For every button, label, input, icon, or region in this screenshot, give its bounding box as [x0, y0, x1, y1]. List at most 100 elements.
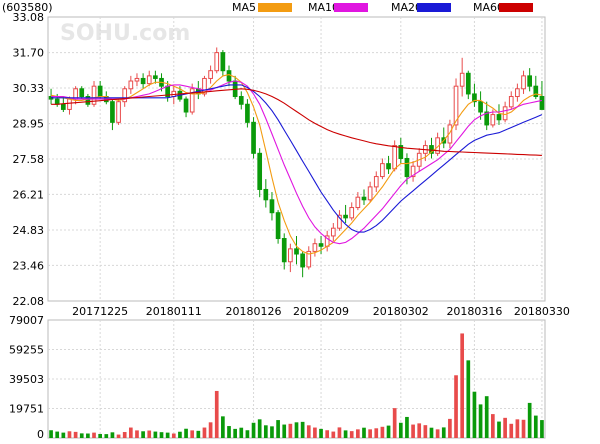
- candle: [312, 238, 318, 257]
- candle-body: [257, 152, 263, 190]
- date-tick-label: 20180126: [226, 305, 282, 318]
- candle: [183, 96, 189, 118]
- volume-tick-label: 79007: [9, 314, 44, 327]
- candle-body: [490, 114, 496, 126]
- date-tick-label: 20171225: [72, 305, 128, 318]
- candle: [435, 132, 440, 156]
- candle-body: [294, 248, 299, 255]
- volume-bar: [533, 415, 538, 438]
- volume-bar: [214, 390, 219, 438]
- volume-bar: [221, 416, 225, 438]
- volume-bar: [135, 430, 139, 438]
- candle-body: [515, 88, 520, 98]
- legend-label-ma5: MA5: [232, 1, 256, 14]
- volume-bar: [159, 432, 164, 438]
- volume-grid: [48, 320, 545, 438]
- volume-tick-label: 39503: [9, 373, 44, 386]
- volume-bar: [202, 427, 207, 438]
- volume-bar: [67, 431, 72, 438]
- volume-bar: [540, 420, 544, 438]
- volume-tick-label: 59255: [9, 344, 44, 357]
- candle: [502, 101, 508, 123]
- candle: [257, 148, 263, 198]
- volume-bar: [386, 425, 391, 438]
- volume-bar: [196, 430, 201, 438]
- candle: [429, 137, 434, 159]
- volume-bar: [441, 427, 446, 438]
- candle-body: [361, 196, 367, 201]
- volume-bar: [128, 427, 133, 438]
- candle-body: [128, 80, 134, 90]
- candle-body: [398, 145, 404, 159]
- candle-body: [306, 250, 312, 268]
- date-tick-label: 20180111: [146, 305, 202, 318]
- candle-body: [153, 75, 158, 79]
- candle: [220, 50, 226, 76]
- candle: [140, 73, 146, 89]
- candle-body: [318, 243, 324, 247]
- ma-line-ma60: [51, 88, 542, 156]
- date-tick-label: 20180316: [446, 305, 502, 318]
- candle: [533, 75, 539, 100]
- volume-bar: [484, 396, 489, 438]
- candle-body: [343, 214, 348, 219]
- candle: [447, 119, 453, 149]
- legend-label-ma20: MA20: [391, 1, 422, 14]
- volume-bar: [153, 431, 158, 438]
- candle: [539, 81, 545, 110]
- candle: [398, 137, 404, 164]
- volume-bar: [239, 427, 244, 438]
- volume-bar: [472, 391, 477, 438]
- volume-bar: [141, 431, 145, 438]
- candle-body: [502, 106, 508, 121]
- volume-bar: [263, 425, 268, 438]
- volume-bar: [466, 360, 471, 438]
- candle-body: [208, 70, 213, 79]
- volume-bar: [251, 422, 256, 438]
- volume-bar: [337, 427, 342, 438]
- candle-body: [269, 199, 275, 214]
- legend-swatch-ma60: [499, 3, 533, 12]
- volume-bar: [171, 433, 176, 438]
- candle-body: [527, 75, 533, 87]
- volume-bar: [319, 428, 323, 438]
- candle-body: [410, 165, 416, 178]
- volume-bar: [270, 426, 274, 438]
- volume-y-axis: 79007 59255 39503 19751 0: [9, 314, 44, 441]
- volume-bar: [313, 427, 317, 438]
- volume-bar: [368, 429, 372, 438]
- volume-bar: [257, 419, 262, 438]
- candle: [300, 251, 305, 278]
- candle-body: [146, 75, 152, 85]
- candle: [269, 192, 275, 221]
- candle: [195, 81, 201, 100]
- candle: [251, 117, 256, 159]
- volume-tick-label: 0: [37, 428, 44, 440]
- legend-swatch-ma5: [258, 3, 292, 12]
- price-tick-label: 27.58: [13, 153, 45, 166]
- volume-bar: [460, 333, 465, 438]
- volume-bar: [448, 418, 452, 438]
- candle: [465, 70, 471, 100]
- candle: [508, 91, 514, 110]
- candle: [294, 235, 299, 265]
- candle-body: [478, 101, 483, 113]
- candle: [245, 99, 250, 128]
- moving-average-lines: [50, 74, 543, 255]
- candle-body: [484, 111, 490, 126]
- candle: [324, 230, 330, 252]
- candle: [238, 91, 244, 110]
- volume-bar: [79, 433, 84, 438]
- candle: [288, 243, 293, 273]
- volume-bar: [306, 425, 311, 438]
- candle-body: [281, 238, 287, 263]
- volume-bar: [392, 408, 397, 438]
- candle-body: [300, 253, 305, 268]
- volume-bar: [233, 428, 237, 438]
- volume-bar: [55, 431, 60, 438]
- candle: [263, 179, 269, 208]
- candle: [116, 99, 121, 125]
- candle: [355, 192, 361, 211]
- watermark: SOHU.com: [60, 21, 190, 46]
- candle-body: [330, 227, 336, 237]
